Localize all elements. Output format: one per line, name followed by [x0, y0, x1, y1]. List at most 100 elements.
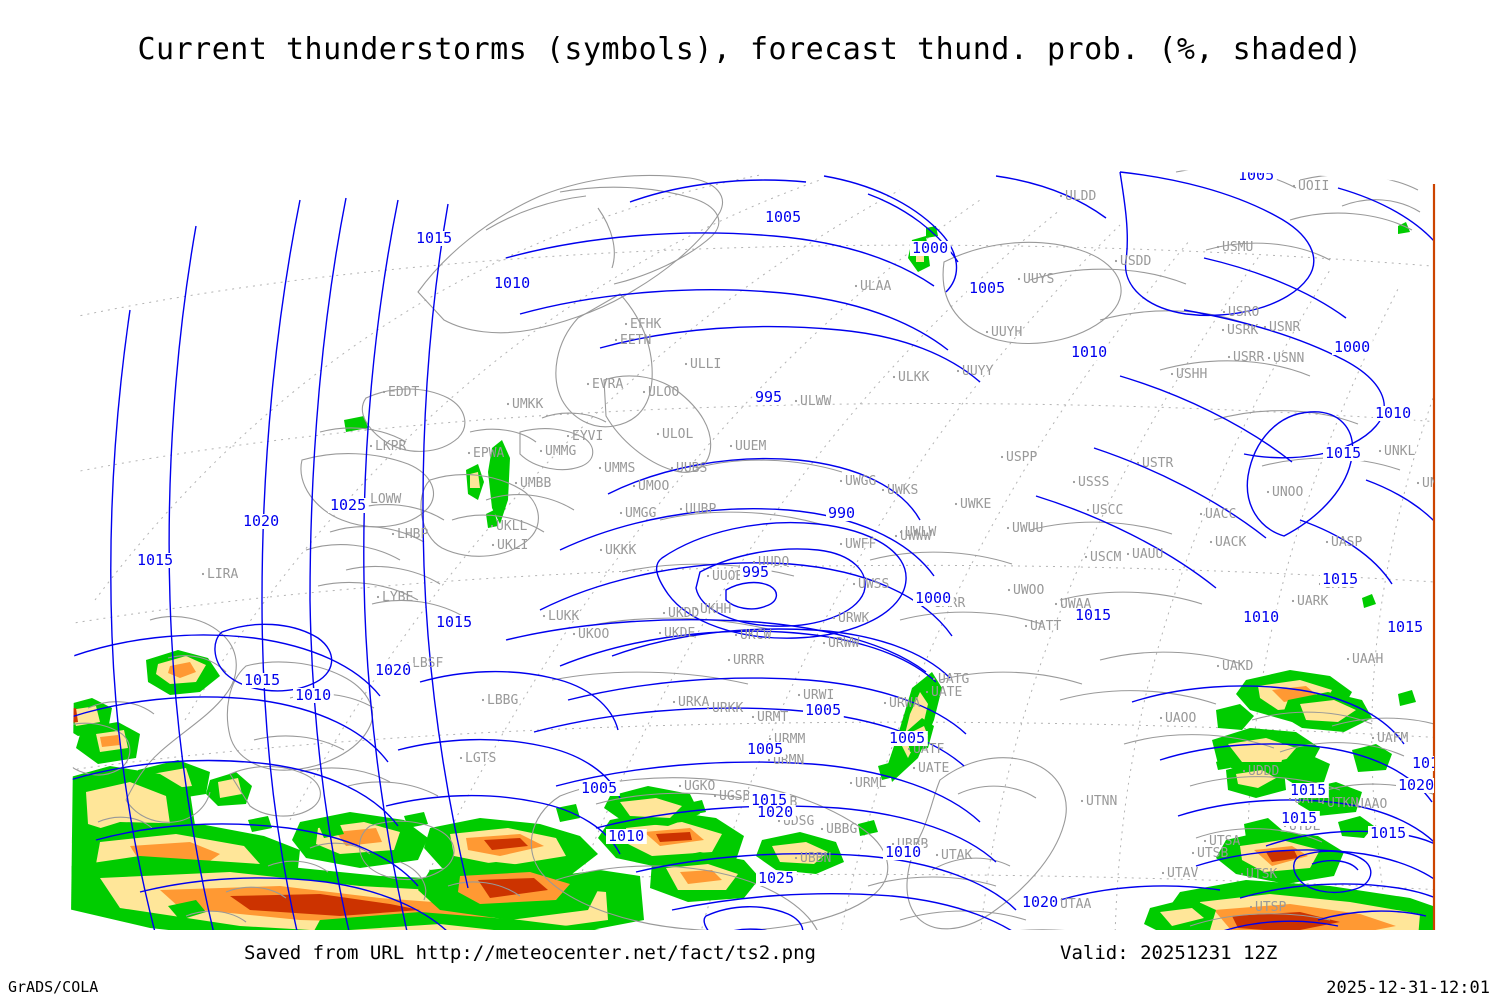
- station-label: USTR: [1136, 456, 1173, 471]
- isobar-label: 1015: [1075, 606, 1111, 624]
- station-id: UATG: [938, 672, 969, 687]
- station-dot-icon: [1242, 769, 1246, 773]
- station-label: USHH: [1170, 367, 1207, 382]
- station-id: URKK: [712, 701, 743, 716]
- station-dot-icon: [382, 390, 386, 394]
- station-dot-icon: [734, 633, 738, 637]
- isobar-label: 1015: [1370, 824, 1406, 842]
- station-dot-icon: [1007, 588, 1011, 592]
- station-dot-icon: [832, 616, 836, 620]
- station-dot-icon: [619, 511, 623, 515]
- station-dot-icon: [1086, 508, 1090, 512]
- isobar-label-halo: [293, 688, 334, 703]
- isobar-label-halo: [1020, 895, 1061, 910]
- station-dot-icon: [684, 362, 688, 366]
- station-label: URKA: [672, 695, 709, 710]
- isobar-label: 995: [755, 388, 782, 406]
- station-label: URKK: [706, 701, 743, 716]
- isobar-label: 1015: [436, 613, 472, 631]
- isobar-label: 1020: [243, 512, 279, 530]
- station-label: USCC: [1086, 503, 1123, 518]
- station-id: UDDD: [1248, 764, 1279, 779]
- isobar-label-halo: [579, 781, 620, 796]
- station-id: EVRA: [592, 377, 623, 392]
- station-dot-icon: [1263, 325, 1267, 329]
- isobar-label-halo: [1373, 406, 1414, 421]
- station-id: UUBS: [676, 461, 707, 476]
- isobar-label: 1015: [244, 671, 280, 689]
- station-id: USPP: [1006, 450, 1037, 465]
- isobar-label: 1015: [751, 791, 787, 809]
- station-dot-icon: [1416, 481, 1420, 485]
- station-id: URRR: [733, 653, 764, 668]
- station-id: UMMG: [545, 444, 576, 459]
- station-label: UUBP: [679, 502, 716, 517]
- station-dot-icon: [820, 827, 824, 831]
- station-dot-icon: [706, 706, 710, 710]
- station-id: UATE: [918, 761, 949, 776]
- isobar-label: 1010: [608, 827, 644, 845]
- station-label: USRO: [1222, 305, 1259, 320]
- station-dot-icon: [1222, 310, 1226, 314]
- station-id: UKLI: [497, 538, 528, 553]
- station-label: UATE: [925, 685, 962, 700]
- isobar-label-halo: [763, 210, 804, 225]
- station-label: UWFF: [839, 537, 876, 552]
- station-dot-icon: [1266, 490, 1270, 494]
- station-dot-icon: [899, 530, 903, 534]
- station-label: UKCW: [734, 628, 771, 643]
- station-label: UKKK: [599, 543, 636, 558]
- station-label: LIRA: [201, 567, 238, 582]
- station-label: URRR: [727, 653, 764, 668]
- isobar-value-labels: 1010 1005 1000 1010 1005 1010 1010 1000 1010 1015…: [135, 167, 1434, 911]
- station-dot-icon: [1227, 355, 1231, 359]
- station-label: UASP: [1325, 535, 1362, 550]
- station-id: LGTS: [465, 751, 496, 766]
- graticule-lines: [70, 174, 1434, 930]
- isobar-label-halo: [373, 663, 414, 678]
- isobar-label: 1025: [330, 496, 366, 514]
- station-dot-icon: [892, 375, 896, 379]
- station-dot-icon: [1072, 480, 1076, 484]
- station-dot-icon: [672, 700, 676, 704]
- station-label: UUYY: [956, 364, 993, 379]
- isobar-label-halo: [1279, 811, 1320, 826]
- station-dot-icon: [1084, 555, 1088, 559]
- station-dot-icon: [642, 390, 646, 394]
- station-label: URWW: [822, 636, 859, 651]
- station-dot-icon: [1292, 184, 1296, 188]
- station-id: USRR: [1233, 350, 1264, 365]
- isobar-label: 1005: [805, 701, 841, 719]
- station-label: UAKD: [1216, 659, 1253, 674]
- isobar-label: 1010: [494, 274, 530, 292]
- station-dot-icon: [1199, 512, 1203, 516]
- station-label: LGTS: [459, 751, 496, 766]
- station-id: LIRA: [207, 567, 238, 582]
- station-dot-icon: [1291, 599, 1295, 603]
- station-dot-icon: [1054, 602, 1058, 606]
- station-dot-icon: [1136, 461, 1140, 465]
- station-dot-icon: [201, 572, 205, 576]
- station-dot-icon: [883, 701, 887, 705]
- station-id: EDDT: [388, 385, 419, 400]
- isobar-label: 1015: [137, 551, 173, 569]
- station-label: UTSB: [1191, 846, 1228, 861]
- station-label: LHBP: [391, 527, 428, 542]
- isobar-label-halo: [1320, 572, 1361, 587]
- isobar-label: 1015: [1322, 570, 1358, 588]
- station-dot-icon: [1378, 449, 1382, 453]
- station-label: UTKN: [1321, 796, 1358, 811]
- station-id: UUOB: [712, 569, 743, 584]
- station-label: URWK: [832, 611, 869, 626]
- station-id: LHBP: [397, 527, 428, 542]
- isobar-label: 1005: [969, 279, 1005, 297]
- station-label: UBBN: [794, 851, 831, 866]
- station-id: USCM: [1090, 550, 1121, 565]
- station-label: UTAV: [1161, 866, 1198, 881]
- station-dot-icon: [713, 794, 717, 798]
- station-label: ULAA: [854, 279, 891, 294]
- isobar-label: 1005: [581, 779, 617, 797]
- station-dot-icon: [794, 399, 798, 403]
- station-id: UKDD: [668, 606, 699, 621]
- map-canvas[interactable]: EFHK EETN EVRA ULLI ULOO ULWW EYVI ULOL UUEM EDDT…: [0, 80, 1500, 930]
